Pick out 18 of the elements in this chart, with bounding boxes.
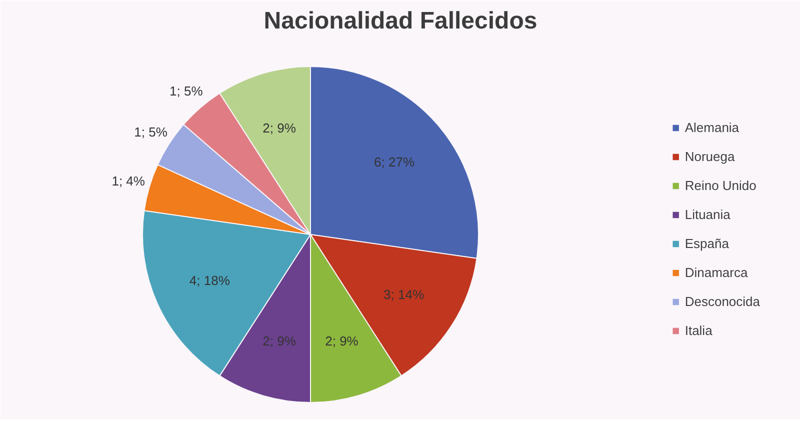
- legend-label: Noruega: [684, 149, 735, 164]
- data-label: 2; 9%: [262, 120, 296, 136]
- legend-label: Dinamarca: [684, 265, 748, 280]
- data-label: 2; 9%: [262, 333, 296, 348]
- data-label: 1; 5%: [170, 84, 204, 99]
- legend-label: Lituania: [684, 207, 730, 222]
- chart-title: Nacionalidad Fallecidos: [264, 8, 538, 34]
- legend-label: Desconocida: [684, 294, 760, 309]
- data-label: 4; 18%: [189, 273, 230, 288]
- legend-label: Reino Unido: [684, 178, 756, 193]
- legend-label: España: [684, 236, 729, 251]
- legend-label: Alemania: [684, 120, 740, 135]
- data-label: 3; 14%: [384, 286, 424, 302]
- data-label: 1; 5%: [134, 124, 168, 140]
- data-label: 1; 4%: [112, 174, 146, 189]
- data-label: 2; 9%: [325, 333, 359, 348]
- legend-label: Italia: [684, 323, 712, 338]
- data-label: 6; 27%: [374, 154, 415, 170]
